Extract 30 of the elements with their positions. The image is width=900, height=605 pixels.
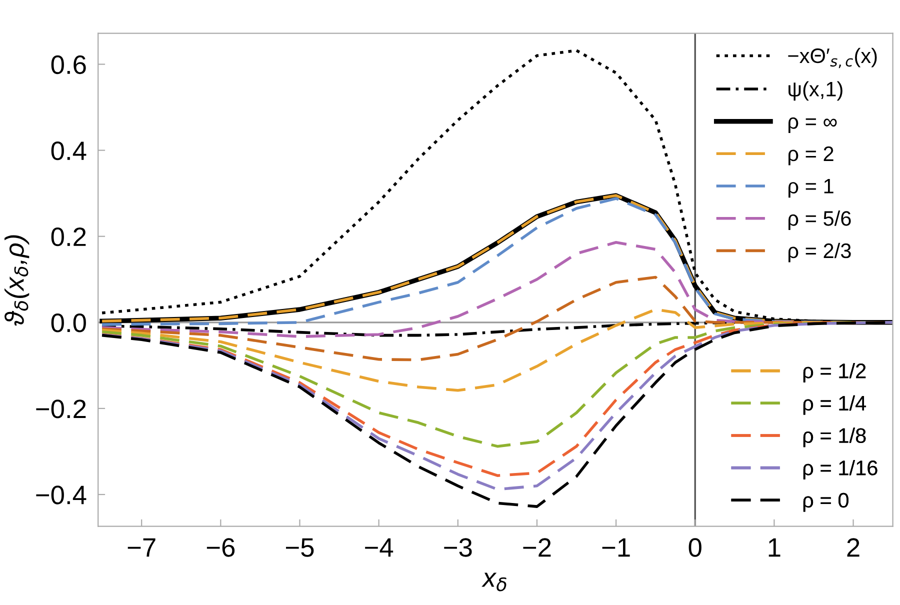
y-tick-label: −0.2 [36,400,86,418]
x-tick-label: −5 [286,538,314,557]
y-tick-label: 0.2 [51,227,86,246]
legend-label: ρ = 1/16 [803,460,878,480]
x-tick-label: 0 [688,538,702,557]
legend-label: ρ = 2/3 [788,242,851,262]
legend-label: ρ = 1/8 [803,428,866,448]
y-tick-label: 0.0 [51,314,86,332]
x-tick-label: −4 [365,538,394,557]
x-tick-label: −7 [128,538,156,557]
x-tick-label: 2 [847,538,860,557]
legend-label: ρ = 1/2 [803,362,866,382]
x-tick-label: −3 [444,538,472,557]
x-tick-label: −1 [602,538,630,557]
y-tick-label: 0.4 [51,141,86,160]
legend-label: ρ = 1 [788,178,834,198]
legend-label: ψ(x,1) [788,81,842,101]
legend-label: ρ = 1/4 [803,395,866,415]
legend-label: ρ = 0 [803,492,848,512]
x-axis-title: x$_{δ}$ [482,572,506,592]
y-axis-title: ϑ$_{δ}$(x$_{δ}$,ρ) [4,235,30,326]
legend-label: ρ = 5/6 [788,210,851,230]
legend-label: −xΘ′$_{s,c}$(x) [788,48,877,68]
legend-label: ρ = 2 [788,146,834,166]
y-tick-label: 0.6 [51,55,86,74]
x-tick-label: 1 [768,538,780,557]
x-tick-label: −2 [523,538,551,557]
legend-label: ρ = ∞ [788,117,837,133]
y-tick-label: −0.4 [36,486,86,504]
x-tick-label: −6 [206,538,235,557]
